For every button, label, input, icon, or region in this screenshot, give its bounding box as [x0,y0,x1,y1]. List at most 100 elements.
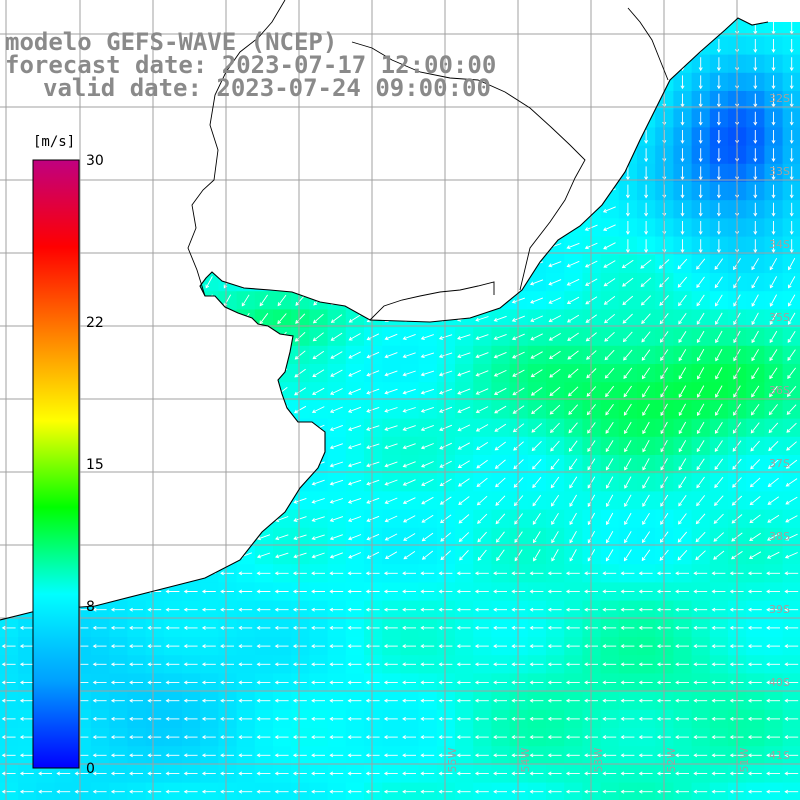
wind-arrow [644,111,649,126]
wind-speed-cell [0,564,19,583]
latitude-label: 37S [769,457,790,470]
wind-speed-cell [163,200,183,219]
wind-speed-cell [182,400,201,420]
wind-speed-cell [0,273,19,292]
wind-speed-cell [145,509,165,529]
wind-arrow [93,187,106,195]
wind-speed-cell [109,564,128,583]
wind-arrow [625,57,630,72]
wind-speed-cell [345,273,365,292]
wind-arrow [530,133,543,140]
wind-speed-cell [509,18,529,19]
wind-speed-cell [145,455,165,474]
wind-speed-cell [327,218,347,238]
wind-arrow [566,78,580,86]
wind-speed-cell [0,582,19,602]
wind-speed-cell [618,36,638,56]
wind-arrow [167,132,179,142]
wind-arrow [257,497,270,504]
wind-speed-cell [182,291,201,310]
wind-speed-cell [400,182,420,201]
wind-arrow [22,368,33,379]
wind-arrow [716,20,721,35]
wind-arrow [205,349,214,362]
wind-arrow [169,312,177,325]
wind-arrow [184,533,197,541]
wind-speed-cell [36,109,56,128]
wind-arrow [566,41,580,50]
wind-arrow [223,149,232,161]
wind-speed-cell [273,418,292,438]
wind-arrow [167,477,178,488]
wind-arrow [421,260,434,268]
wind-speed-cell [509,254,529,274]
wind-arrow [513,59,524,69]
wind-speed-cell [491,254,511,274]
wind-arrow [602,97,617,104]
wind-speed-cell [509,72,529,92]
wind-speed-cell [145,400,165,420]
wind-speed-cell [637,36,656,56]
wind-speed-cell [127,546,147,565]
wind-arrow [493,243,507,249]
wind-arrow [404,149,415,161]
wind-arrow [566,97,580,104]
wind-arrow [169,367,177,380]
wind-speed-cell [764,18,784,19]
wind-arrow [406,3,412,14]
wind-speed-cell [473,182,492,201]
wind-arrow [223,185,232,198]
wind-arrow [384,278,398,286]
wind-arrow [96,421,104,435]
wind-speed-cell [637,54,656,74]
wind-arrow [350,203,360,216]
wind-arrow [404,131,414,143]
wind-speed-cell [200,309,219,329]
wind-speed-cell [163,546,183,565]
wind-speed-cell [145,18,165,19]
colorbar-gradient [32,159,80,769]
wind-speed-cell [254,327,274,347]
wind-speed-cell [254,491,274,511]
wind-arrow [114,330,123,343]
wind-speed-cell [491,127,511,147]
wind-speed-cell [200,218,219,238]
wind-speed-cell [218,382,238,401]
wind-speed-cell [327,127,347,147]
wind-speed-cell [91,218,110,238]
wind-arrow [548,188,562,195]
wind-speed-cell [36,18,56,19]
wind-speed-cell [582,127,602,147]
wind-speed-cell [327,291,347,310]
wind-speed-cell [254,418,274,438]
wind-arrow [278,221,286,234]
wind-speed-cell [473,145,492,165]
wind-speed-cell [600,18,620,19]
wind-arrow [187,349,195,362]
wind-speed-cell [236,109,256,128]
wind-arrow [187,385,196,398]
wind-arrow [680,20,685,35]
wind-arrow [602,170,616,177]
wind-speed-cell [455,127,474,147]
wind-arrow [331,240,342,252]
wind-arrow [529,170,544,177]
wind-speed-cell [127,382,147,401]
wind-arrow [113,258,124,270]
wind-speed-cell [91,436,110,456]
wind-arrow [602,60,616,68]
wind-arrow [314,148,322,162]
wind-speed-cell [236,200,256,219]
wind-speed-cell [145,309,165,329]
wind-speed-cell [182,473,201,492]
wind-arrow [511,224,526,231]
wind-arrow [405,21,413,34]
wind-arrow [275,405,288,414]
wind-speed-cell [0,254,19,274]
wind-arrow [239,460,252,469]
wind-speed-cell [163,109,183,128]
wind-arrow [167,7,179,12]
wind-arrow [2,97,16,104]
wind-speed-cell [109,218,128,238]
wind-speed-cell [600,54,620,74]
